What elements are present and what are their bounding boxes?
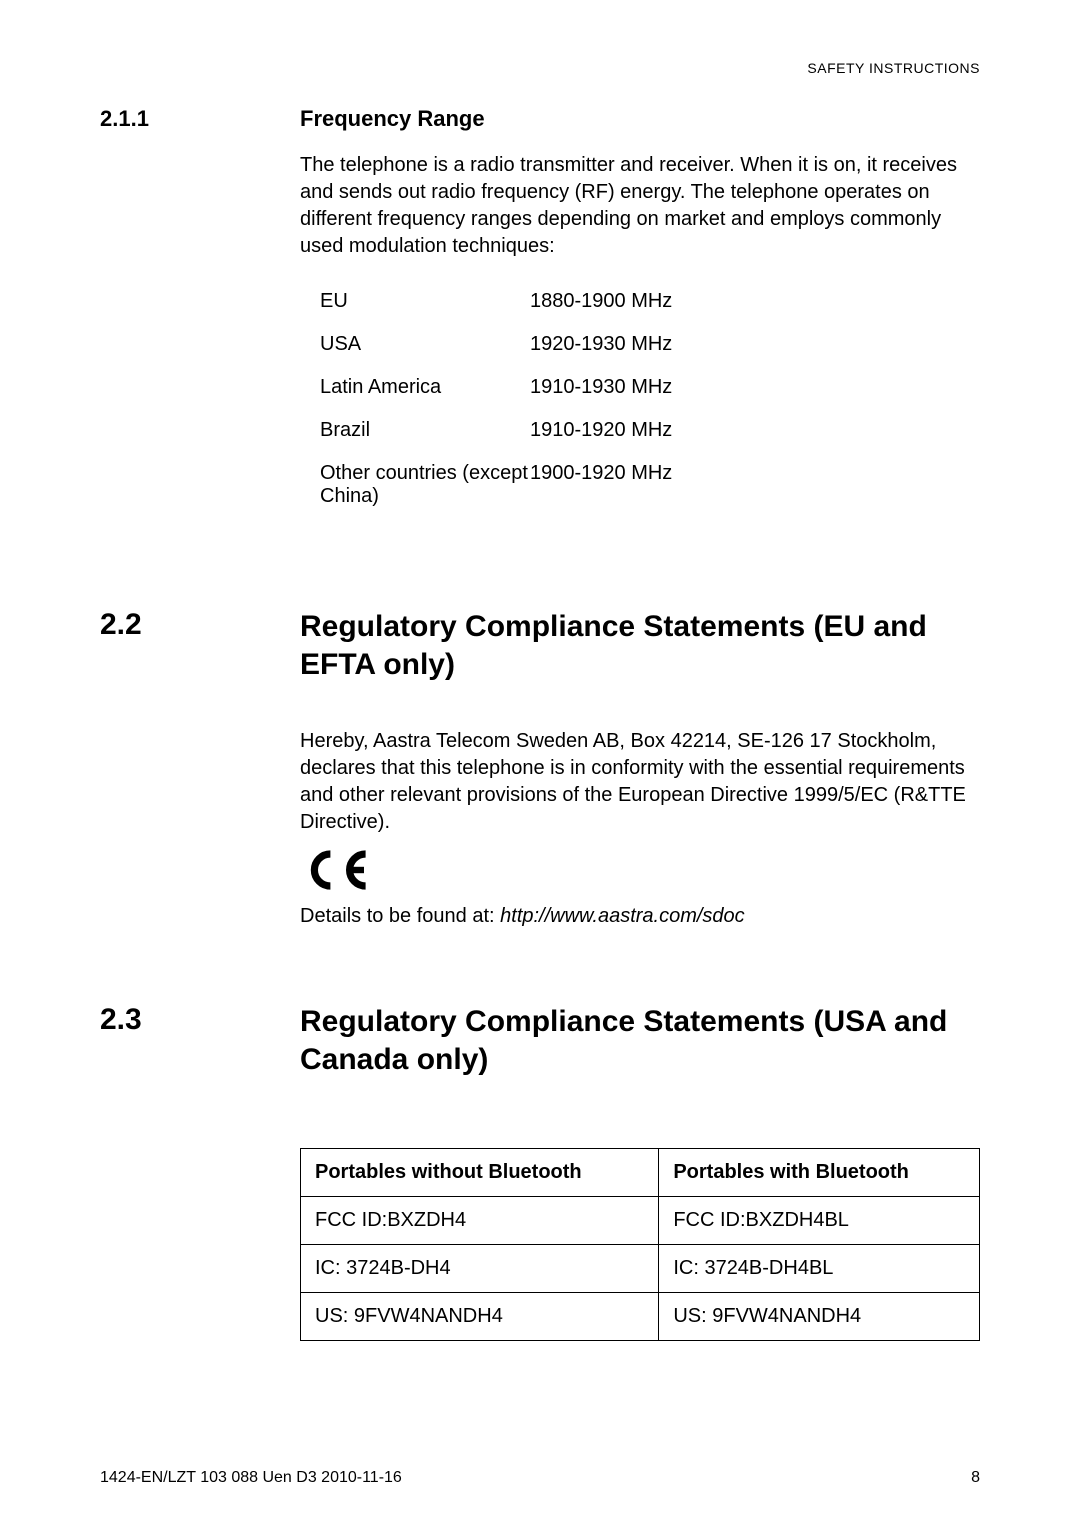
table-cell: FCC ID:BXZDH4BL	[659, 1197, 980, 1245]
freq-row: Other countries (except China) 1900-1920…	[320, 462, 980, 508]
freq-label: Latin America	[320, 376, 530, 399]
table-cell: IC: 3724B-DH4BL	[659, 1245, 980, 1293]
freq-row: Latin America 1910-1930 MHz	[320, 376, 980, 399]
section-title: Frequency Range	[300, 106, 485, 132]
table-cell: FCC ID:BXZDH4	[301, 1197, 659, 1245]
table-cell: US: 9FVW4NANDH4	[659, 1293, 980, 1341]
freq-row: USA 1920-1930 MHz	[320, 333, 980, 356]
page-footer: 1424-EN/LZT 103 088 Uen D3 2010-11-16 8	[100, 1469, 980, 1487]
section-number: 2.3	[100, 1003, 300, 1078]
details-line: Details to be found at: http://www.aastr…	[300, 905, 980, 928]
section-title: Regulatory Compliance Statements (USA an…	[300, 1003, 980, 1078]
freq-row: Brazil 1910-1920 MHz	[320, 419, 980, 442]
table-row: FCC ID:BXZDH4 FCC ID:BXZDH4BL	[301, 1197, 980, 1245]
freq-value: 1880-1900 MHz	[530, 290, 672, 313]
compliance-table: Portables without Bluetooth Portables wi…	[300, 1148, 980, 1341]
frequency-table: EU 1880-1900 MHz USA 1920-1930 MHz Latin…	[320, 290, 980, 508]
table-header-row: Portables without Bluetooth Portables wi…	[301, 1149, 980, 1197]
details-prefix: Details to be found at:	[300, 905, 500, 927]
freq-value: 1900-1920 MHz	[530, 462, 672, 508]
table-row: IC: 3724B-DH4 IC: 3724B-DH4BL	[301, 1245, 980, 1293]
freq-label: Other countries (except China)	[320, 462, 530, 508]
table-cell: US: 9FVW4NANDH4	[301, 1293, 659, 1341]
table-header: Portables without Bluetooth	[301, 1149, 659, 1197]
footer-left: 1424-EN/LZT 103 088 Uen D3 2010-11-16	[100, 1469, 402, 1487]
details-url: http://www.aastra.com/sdoc	[500, 905, 745, 927]
freq-value: 1910-1930 MHz	[530, 376, 672, 399]
freq-row: EU 1880-1900 MHz	[320, 290, 980, 313]
table-cell: IC: 3724B-DH4	[301, 1245, 659, 1293]
freq-label: USA	[320, 333, 530, 356]
table-header: Portables with Bluetooth	[659, 1149, 980, 1197]
footer-page-number: 8	[971, 1469, 980, 1487]
ce-mark-icon	[300, 848, 980, 897]
section-2-3-heading: 2.3 Regulatory Compliance Statements (US…	[100, 1003, 980, 1078]
section-number: 2.1.1	[100, 106, 300, 132]
page-header-right: SAFETY INSTRUCTIONS	[100, 60, 980, 76]
section-title: Regulatory Compliance Statements (EU and…	[300, 608, 980, 683]
freq-value: 1920-1930 MHz	[530, 333, 672, 356]
freq-value: 1910-1920 MHz	[530, 419, 672, 442]
section-2-2-heading: 2.2 Regulatory Compliance Statements (EU…	[100, 608, 980, 683]
section-2-2-paragraph: Hereby, Aastra Telecom Sweden AB, Box 42…	[300, 728, 980, 836]
table-row: US: 9FVW4NANDH4 US: 9FVW4NANDH4	[301, 1293, 980, 1341]
section-number: 2.2	[100, 608, 300, 683]
freq-label: EU	[320, 290, 530, 313]
freq-label: Brazil	[320, 419, 530, 442]
section-2-1-1-paragraph: The telephone is a radio transmitter and…	[300, 152, 980, 260]
section-2-1-1-heading: 2.1.1 Frequency Range	[100, 106, 980, 132]
